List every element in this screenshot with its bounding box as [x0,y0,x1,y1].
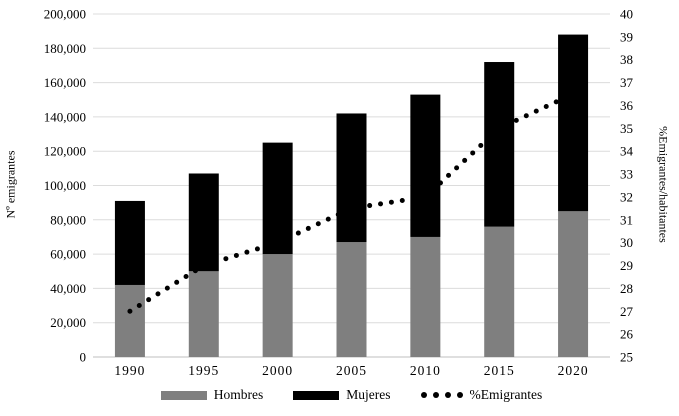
hombres-bar-swatch-icon [160,390,207,400]
legend-item-mujeres: Mujeres [293,387,391,403]
bar-mujeres [114,200,145,285]
legend-item-emigrantes: %Emigrantes [420,387,543,403]
right-axis-tick: 25 [620,350,633,365]
bar-mujeres [188,173,219,272]
bar-mujeres [484,62,515,227]
right-axis-tick: 36 [620,98,634,113]
bar-mujeres [558,34,589,212]
right-axis-tick: 34 [620,144,634,159]
bar-hombres [558,211,589,357]
bar-hombres [188,271,219,357]
right-axis-tick: 29 [620,258,633,273]
left-axis-tick: 160,000 [44,75,86,90]
left-axis-tick: 180,000 [44,41,86,56]
left-axis-tick: 100,000 [44,178,86,193]
legend-label-mujeres: Mujeres [346,387,391,402]
left-axis-tick: 0 [80,350,87,365]
x-axis-label: 1990 [114,363,145,378]
left-axis-tick: 200,000 [44,7,86,22]
x-axis-label: 2020 [558,363,589,378]
legend-label-emigrantes: %Emigrantes [469,387,543,402]
right-axis-tick: 32 [620,189,633,204]
left-axis-tick: 80,000 [50,212,86,227]
bar-hombres [336,242,367,357]
left-axis-tick: 40,000 [50,281,86,296]
right-axis-tick: 38 [620,52,633,67]
bar-hombres [114,284,145,357]
x-axis-label: 2000 [262,363,293,378]
x-axis-label: 2005 [336,363,367,378]
dotted-line-swatch-icon [420,392,463,398]
right-axis-tick: 31 [620,212,633,227]
bar-hombres [484,226,515,357]
right-axis-tick: 33 [620,167,633,182]
right-axis-tick: 37 [620,75,634,90]
bar-hombres [262,254,293,357]
left-axis-tick: 120,000 [44,144,86,159]
right-axis-tick: 27 [620,304,634,319]
left-axis-tick: 140,000 [44,109,86,124]
x-axis-label: 1995 [188,363,219,378]
mujeres-bar-swatch-icon [293,390,340,400]
right-axis-tick: 39 [620,29,633,44]
right-axis-tick: 40 [620,7,633,22]
right-axis-tick: 30 [620,235,633,250]
bar-mujeres [410,94,441,237]
x-axis-label: 2010 [410,363,441,378]
bar-hombres [410,236,441,357]
right-axis-tick: 28 [620,281,633,296]
bar-mujeres [336,113,367,243]
emigrantes-dotted-line [127,91,576,314]
left-axis-tick: 20,000 [50,315,86,330]
left-axis-tick: 60,000 [50,247,86,262]
legend: Hombres Mujeres %Emigrantes [93,387,610,403]
x-axis-label: 2015 [484,363,515,378]
legend-item-hombres: Hombres [160,387,264,403]
right-axis-tick: 26 [620,327,634,342]
legend-label-hombres: Hombres [213,387,264,402]
right-axis-tick: 35 [620,121,633,136]
